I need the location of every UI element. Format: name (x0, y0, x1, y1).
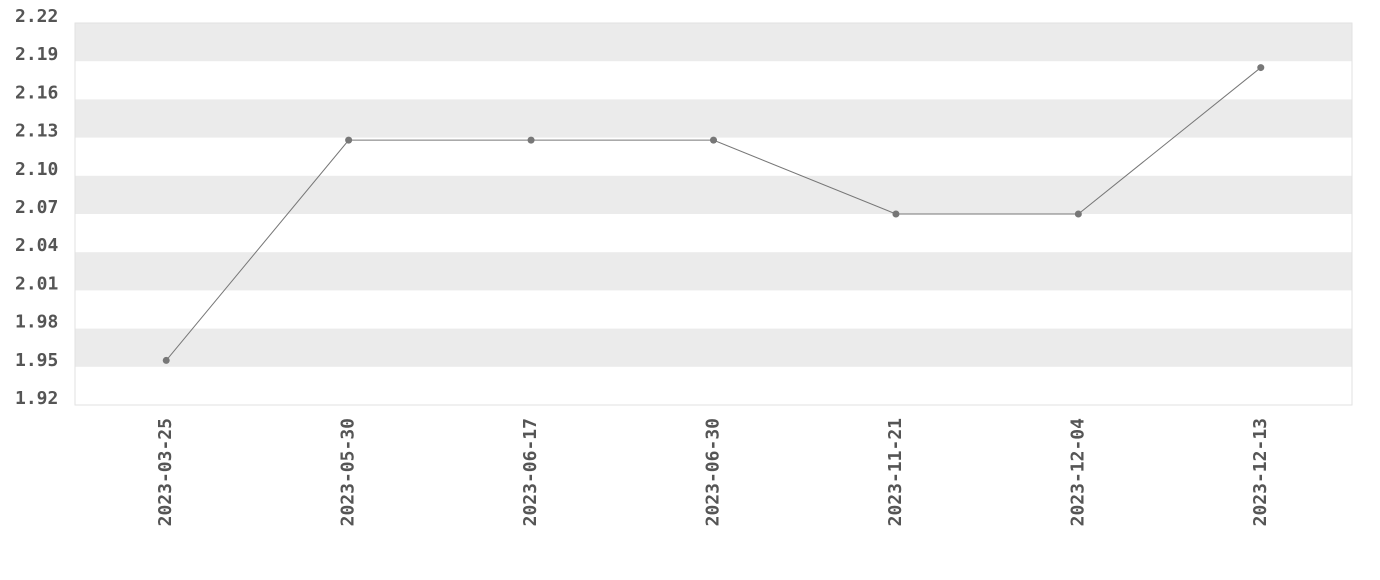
y-tick-label: 2.04 (15, 235, 59, 256)
y-tick-label: 2.10 (15, 159, 58, 180)
y-tick-label: 2.16 (15, 82, 58, 103)
y-tick-label: 2.13 (15, 121, 58, 142)
y-tick-label: 1.98 (15, 312, 58, 333)
x-tick-label: 2023-12-13 (1250, 418, 1271, 526)
point (710, 136, 717, 144)
y-tick-label: 2.19 (15, 44, 58, 65)
y-tick-label: 1.95 (15, 350, 58, 371)
x-tick-label: 2023-12-04 (1067, 418, 1088, 527)
x-tick-label: 2023-05-30 (338, 418, 359, 526)
x-tick-label: 2023-03-25 (155, 418, 176, 526)
plot-border (74, 22, 1353, 406)
y-tick-label: 2.01 (15, 273, 58, 294)
point (345, 136, 353, 144)
point (162, 356, 170, 364)
point (527, 136, 535, 144)
y-tick-label: 2.07 (15, 197, 58, 218)
point (892, 210, 900, 218)
grid-band (75, 328, 1352, 367)
y-tick-label: 1.92 (15, 388, 58, 409)
x-tick-label: 2023-06-30 (703, 418, 724, 526)
point (1074, 210, 1082, 218)
x-tick-label: 2023-06-17 (520, 418, 541, 526)
grid-band (75, 252, 1352, 291)
grid-band (75, 175, 1352, 214)
grid-band (75, 23, 1352, 62)
y-tick-label: 2.22 (15, 6, 58, 27)
x-tick-label: 2023-11-21 (885, 418, 906, 526)
grid-band (75, 99, 1352, 138)
point (1257, 64, 1265, 72)
